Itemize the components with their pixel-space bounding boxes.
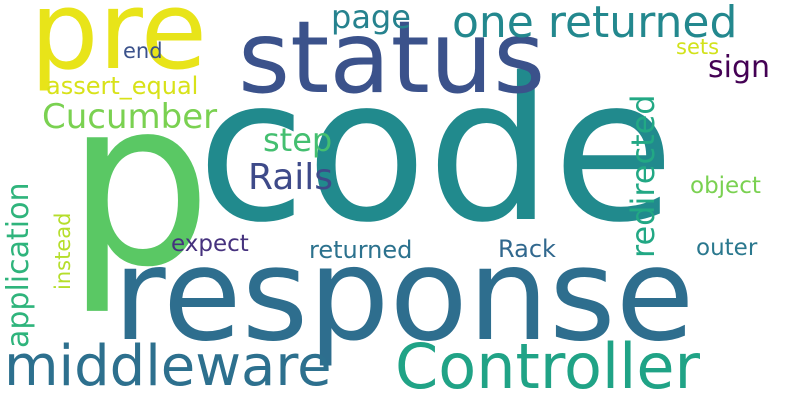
word-returned: returned	[309, 236, 413, 264]
word-instead: instead	[51, 212, 75, 290]
word-code: code	[197, 35, 675, 266]
word-status: status	[238, 0, 546, 116]
word-step: step	[263, 121, 333, 159]
word-page: page	[331, 0, 411, 36]
word-p: p	[66, 51, 212, 318]
word-controller: Controller	[395, 330, 700, 400]
word-assert-equal: assert_equal	[46, 72, 199, 100]
word-response: response	[113, 221, 695, 370]
word-object: object	[690, 173, 761, 199]
word-rails: Rails	[248, 157, 334, 198]
word-outer: outer	[696, 235, 758, 261]
word-expect: expect	[171, 231, 249, 257]
word-one-returned: one returned	[452, 0, 738, 48]
word-application: application	[1, 182, 36, 348]
word-sets: sets	[676, 35, 720, 59]
word-cucumber: Cucumber	[42, 97, 218, 137]
word-middleware: middleware	[4, 334, 332, 399]
word-rack: Rack	[498, 235, 556, 263]
word-sign: sign	[708, 50, 771, 85]
word-end: end	[123, 39, 163, 63]
word-pre: pre	[30, 0, 208, 94]
word-redirected: redirected	[624, 94, 662, 258]
